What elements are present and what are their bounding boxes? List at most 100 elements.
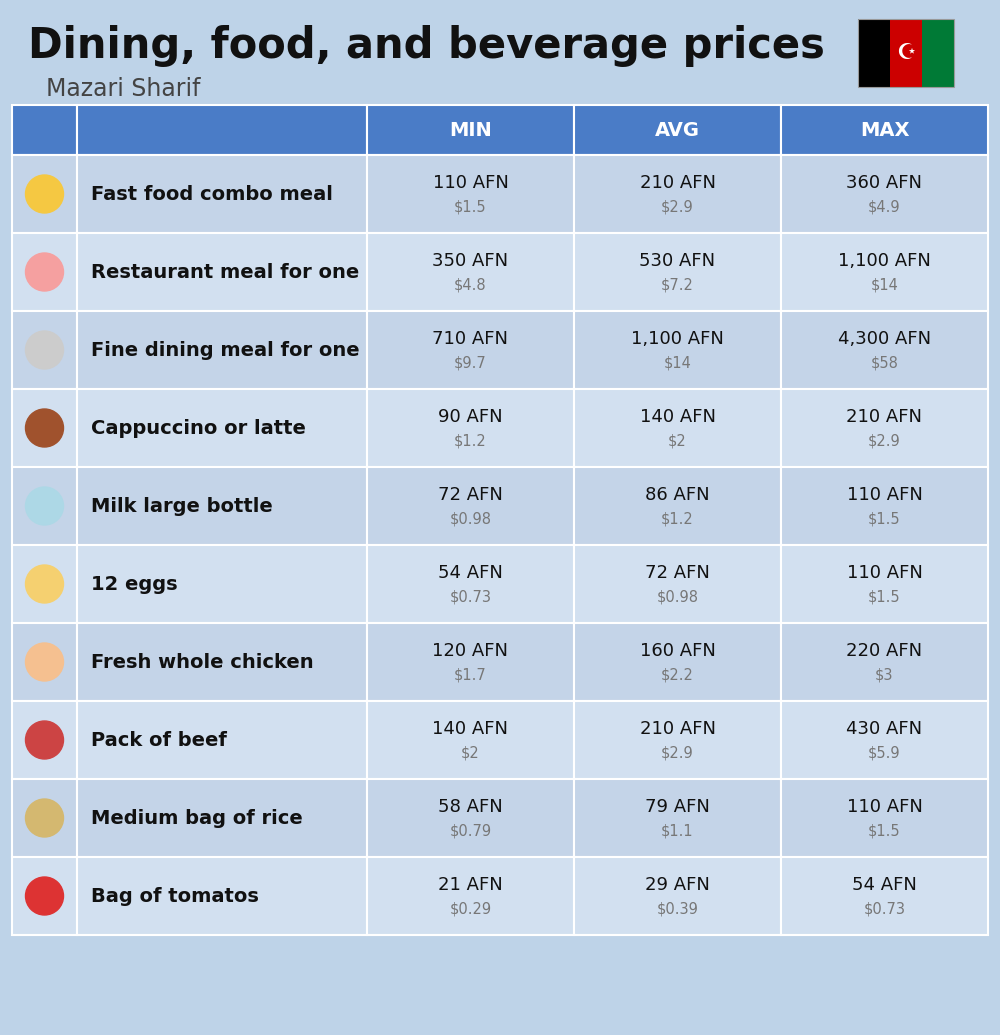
Bar: [781, 233, 988, 310]
Text: $4.9: $4.9: [868, 200, 901, 214]
Text: $2.9: $2.9: [661, 200, 694, 214]
Text: AVG: AVG: [655, 120, 700, 140]
Text: $0.98: $0.98: [656, 590, 698, 604]
Bar: [574, 623, 781, 701]
Bar: [12, 155, 77, 233]
Text: $3: $3: [875, 668, 894, 682]
Bar: [858, 19, 890, 87]
Text: Fine dining meal for one: Fine dining meal for one: [91, 341, 360, 359]
Bar: [367, 779, 574, 857]
Bar: [367, 545, 574, 623]
Text: 140 AFN: 140 AFN: [432, 720, 509, 738]
Text: 110 AFN: 110 AFN: [847, 564, 922, 582]
Text: Cappuccino or latte: Cappuccino or latte: [91, 418, 306, 438]
Bar: [12, 233, 77, 310]
Text: Bag of tomatos: Bag of tomatos: [91, 887, 259, 906]
Bar: [781, 467, 988, 545]
Text: 530 AFN: 530 AFN: [639, 252, 716, 270]
Bar: [77, 310, 367, 389]
Text: $58: $58: [871, 355, 898, 371]
Text: 90 AFN: 90 AFN: [438, 408, 503, 426]
Bar: [77, 623, 367, 701]
Text: 54 AFN: 54 AFN: [438, 564, 503, 582]
Bar: [781, 105, 988, 155]
Bar: [367, 623, 574, 701]
Text: 12 eggs: 12 eggs: [91, 574, 178, 593]
Text: $1.5: $1.5: [868, 511, 901, 527]
Text: 1,100 AFN: 1,100 AFN: [838, 252, 931, 270]
Bar: [367, 233, 574, 310]
Bar: [890, 19, 922, 87]
Text: $0.98: $0.98: [450, 511, 492, 527]
Bar: [12, 623, 77, 701]
Bar: [77, 545, 367, 623]
Bar: [858, 19, 954, 87]
Text: 110 AFN: 110 AFN: [847, 798, 922, 816]
Bar: [12, 467, 77, 545]
Circle shape: [26, 253, 64, 291]
Text: 360 AFN: 360 AFN: [846, 174, 922, 193]
Circle shape: [26, 877, 64, 915]
Text: 430 AFN: 430 AFN: [846, 720, 923, 738]
Text: Fast food combo meal: Fast food combo meal: [91, 184, 333, 204]
Bar: [367, 155, 574, 233]
Bar: [12, 545, 77, 623]
Bar: [12, 857, 77, 935]
Bar: [781, 623, 988, 701]
Text: 4,300 AFN: 4,300 AFN: [838, 330, 931, 348]
Text: 110 AFN: 110 AFN: [433, 174, 508, 193]
Bar: [781, 701, 988, 779]
Bar: [12, 779, 77, 857]
Text: 54 AFN: 54 AFN: [852, 876, 917, 894]
Bar: [77, 389, 367, 467]
Bar: [77, 155, 367, 233]
Text: $1.2: $1.2: [454, 434, 487, 448]
Text: Restaurant meal for one: Restaurant meal for one: [91, 263, 359, 282]
Bar: [574, 701, 781, 779]
Text: $1.2: $1.2: [661, 511, 694, 527]
Text: $14: $14: [871, 277, 898, 293]
Text: $0.73: $0.73: [864, 901, 906, 917]
Text: $2.2: $2.2: [661, 668, 694, 682]
Bar: [781, 389, 988, 467]
Circle shape: [26, 331, 64, 369]
Circle shape: [26, 487, 64, 525]
Text: $0.73: $0.73: [450, 590, 492, 604]
Bar: [77, 467, 367, 545]
Text: 210 AFN: 210 AFN: [640, 174, 716, 193]
Text: 710 AFN: 710 AFN: [432, 330, 509, 348]
Bar: [574, 233, 781, 310]
Text: MIN: MIN: [449, 120, 492, 140]
Bar: [574, 105, 781, 155]
Text: $1.5: $1.5: [868, 590, 901, 604]
Circle shape: [26, 175, 64, 213]
Bar: [574, 155, 781, 233]
Text: $2: $2: [461, 745, 480, 761]
Text: 21 AFN: 21 AFN: [438, 876, 503, 894]
Text: $5.9: $5.9: [868, 745, 901, 761]
Bar: [574, 779, 781, 857]
Bar: [574, 467, 781, 545]
Bar: [367, 310, 574, 389]
Text: 210 AFN: 210 AFN: [846, 408, 922, 426]
Text: 160 AFN: 160 AFN: [640, 642, 715, 660]
Bar: [574, 389, 781, 467]
Circle shape: [26, 721, 64, 759]
Text: $14: $14: [664, 355, 691, 371]
Bar: [367, 105, 574, 155]
Text: $1.1: $1.1: [661, 824, 694, 838]
Text: Dining, food, and beverage prices: Dining, food, and beverage prices: [28, 25, 825, 67]
Bar: [781, 155, 988, 233]
Bar: [12, 701, 77, 779]
Bar: [367, 389, 574, 467]
Text: ☪: ☪: [896, 43, 916, 63]
Text: $1.5: $1.5: [454, 200, 487, 214]
Bar: [12, 310, 77, 389]
Text: 58 AFN: 58 AFN: [438, 798, 503, 816]
Text: MAX: MAX: [860, 120, 909, 140]
Text: 110 AFN: 110 AFN: [847, 486, 922, 504]
Text: 120 AFN: 120 AFN: [432, 642, 509, 660]
Text: Mazari Sharif: Mazari Sharif: [46, 77, 200, 101]
Circle shape: [26, 409, 64, 447]
Bar: [77, 701, 367, 779]
